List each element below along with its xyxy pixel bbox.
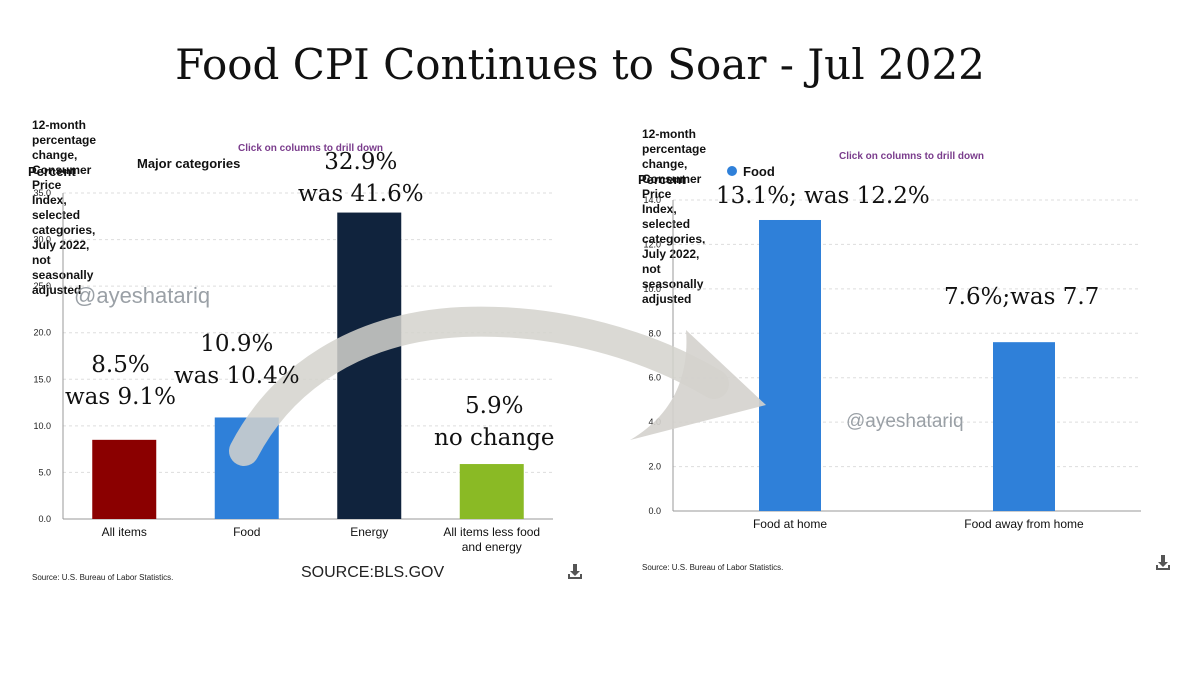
source-note: SOURCE:BLS.GOV: [301, 564, 445, 581]
y-tick-label: 10.0: [33, 421, 51, 431]
y-tick-label: 0.0: [648, 506, 661, 516]
y-tick-label: 35.0: [33, 188, 51, 198]
annotation-energy: 32.9% was 41.6%: [298, 146, 424, 210]
x-tick-label: Food away from home: [964, 517, 1084, 531]
x-tick-label: Food: [233, 525, 260, 539]
x-tick-label: Energy: [350, 525, 388, 539]
y-tick-label: 4.0: [648, 417, 661, 427]
bar-food-away-from-home[interactable]: [993, 342, 1055, 511]
bar-all-items-less-food-and-energy[interactable]: [459, 464, 524, 519]
annotation-energy-prev: was 41.6%: [298, 181, 424, 207]
x-tick-label: All items less food: [443, 525, 540, 539]
right-watermark: @ayeshatariq: [846, 411, 964, 432]
legend-dot-food: [727, 166, 737, 176]
bar-all-items[interactable]: [92, 439, 157, 519]
left-chart-subtitle: 12-month percentage change, Consumer Pri…: [32, 118, 96, 298]
right-chart-subtitle: 12-month percentage change, Consumer Pri…: [642, 127, 706, 307]
annotation-food-at-home: 13.1%; was 12.2%: [716, 183, 930, 209]
download-icon[interactable]: [1154, 554, 1172, 572]
y-tick-label: 30.0: [33, 235, 51, 245]
y-tick-label: 15.0: [33, 374, 51, 384]
y-tick-label: 20.0: [33, 328, 51, 338]
y-tick-label: 0.0: [38, 514, 51, 524]
annotation-all-items-prev: was 9.1%: [65, 384, 176, 410]
annotation-energy-value: 32.9%: [324, 149, 398, 175]
y-tick-label: 8.0: [648, 328, 661, 338]
annotation-less-food-energy: 5.9% no change: [434, 390, 555, 454]
annotation-food: 10.9% was 10.4%: [174, 328, 300, 392]
y-tick-label: 25.0: [33, 281, 51, 291]
annotation-food-prev: was 10.4%: [174, 363, 300, 389]
y-tick-label: 2.0: [648, 462, 661, 472]
page-title: Food CPI Continues to Soar - Jul 2022: [175, 40, 985, 89]
left-subtitle-line1: 12-month percentage change, Consumer Pri…: [32, 118, 97, 267]
right-source-text: Source: U.S. Bureau of Labor Statistics.: [642, 563, 784, 572]
download-icon[interactable]: [566, 563, 584, 581]
left-watermark: @ayeshatariq: [74, 283, 211, 308]
left-source-text: Source: U.S. Bureau of Labor Statistics.: [32, 573, 174, 582]
annotation-all-items: 8.5% was 9.1%: [65, 349, 176, 413]
right-drill-hint: Click on columns to drill down: [839, 151, 985, 162]
left-drill-hint: Click on columns to drill down: [238, 143, 384, 154]
x-tick-label: and energy: [462, 540, 522, 554]
annotation-less-food-energy-value: 5.9%: [465, 393, 524, 419]
right-subtitle-line1: 12-month percentage change, Consumer Pri…: [642, 127, 707, 276]
y-tick-label: 12.0: [643, 239, 661, 249]
annotation-food-value: 10.9%: [200, 331, 274, 357]
annotation-food-away: 7.6%;was 7.7: [944, 284, 1100, 310]
bar-food-at-home[interactable]: [759, 219, 821, 511]
annotation-all-items-value: 8.5%: [91, 352, 150, 378]
y-tick-label: 14.0: [643, 195, 661, 205]
right-legend-label: Food: [743, 164, 775, 179]
left-legend-label: Major categories: [137, 156, 241, 171]
left-y-axis-title: Percent: [28, 164, 76, 179]
right-y-axis-title: Percent: [638, 172, 686, 187]
y-tick-label: 5.0: [38, 467, 51, 477]
annotation-less-food-energy-prev: no change: [434, 425, 555, 451]
x-tick-label: All items: [102, 525, 147, 539]
y-tick-label: 10.0: [643, 284, 661, 294]
y-tick-label: 6.0: [648, 373, 661, 383]
x-tick-label: Food at home: [753, 517, 827, 531]
